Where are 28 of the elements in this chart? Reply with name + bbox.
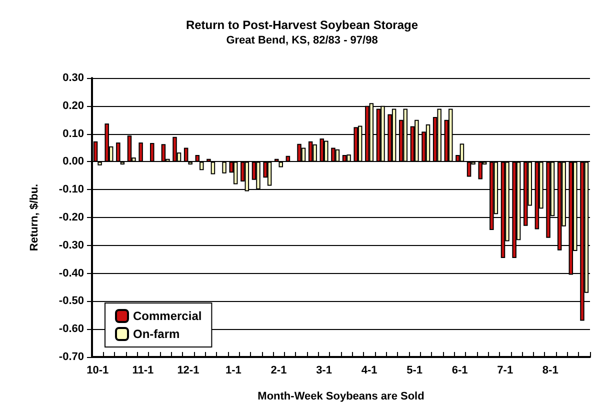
legend-label: On-farm [133,327,180,341]
y-tick-label: -0.60 [58,323,84,336]
x-tick-label: 1-1 [226,364,242,376]
chart-subtitle: Great Bend, KS, 82/83 - 97/98 [226,34,378,46]
y-tick-label: 0.00 [62,156,84,168]
y-tick-label: -0.40 [58,267,84,280]
y-tick-label: -0.10 [58,184,84,196]
x-tick-label: 6-1 [452,364,468,376]
y-tick-label: 0.20 [62,100,84,112]
x-tick-label: 5-1 [406,364,423,376]
x-tick-label: 8-1 [542,364,558,376]
y-tick-label: 0.30 [62,72,84,84]
y-tick-label: -0.30 [58,239,84,252]
x-tick-label: 11-1 [132,364,154,376]
x-axis-title: Month-Week Soybeans are Sold [258,390,424,402]
x-tick-label: 4-1 [361,364,378,376]
x-tick-label: 2-1 [270,364,287,376]
y-tick-label: -0.70 [58,351,84,363]
y-axis-title: Return, $/bu. [28,184,40,252]
x-tick-label: 7-1 [497,364,514,376]
y-tick-label: -0.20 [58,212,84,224]
x-tick-label: 10-1 [86,364,109,376]
y-tick-label: 0.10 [62,128,84,140]
y-tick-label: -0.50 [58,295,84,308]
legend-label: Commercial [133,309,202,323]
x-tick-label: 3-1 [316,364,332,376]
chart-title: Return to Post-Harvest Soybean Storage [186,18,418,32]
x-tick-label: 12-1 [177,364,200,376]
